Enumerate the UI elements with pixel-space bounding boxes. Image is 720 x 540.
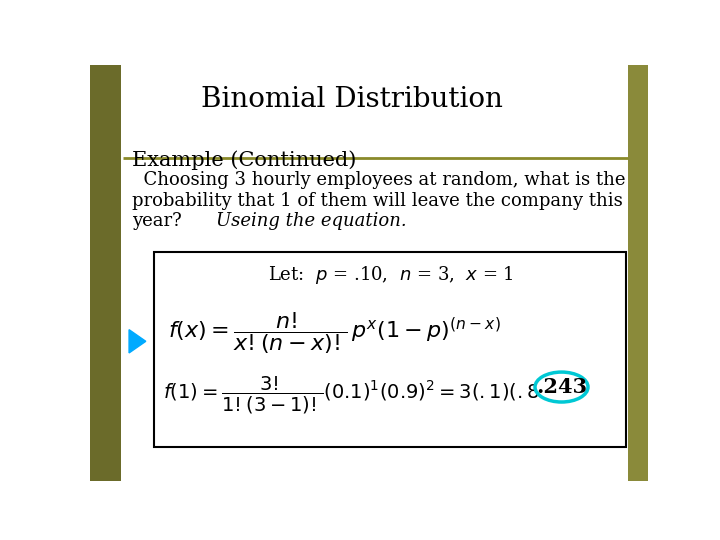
- Text: probability that 1 of them will leave the company this: probability that 1 of them will leave th…: [132, 192, 623, 210]
- Polygon shape: [129, 329, 145, 353]
- Text: Useing the equation.: Useing the equation.: [215, 212, 406, 231]
- Text: $f(x) = \dfrac{n!}{x!(n-x)!}\,p^{x}(1-p)^{(n-x)}$: $f(x) = \dfrac{n!}{x!(n-x)!}\,p^{x}(1-p)…: [168, 310, 501, 356]
- Text: Let:  $p$ = .10,  $n$ = 3,  $x$ = 1: Let: $p$ = .10, $n$ = 3, $x$ = 1: [269, 265, 514, 286]
- Text: Example (Continued): Example (Continued): [132, 150, 356, 170]
- FancyBboxPatch shape: [90, 65, 121, 481]
- Text: Binomial Distribution: Binomial Distribution: [202, 85, 503, 113]
- FancyBboxPatch shape: [629, 65, 648, 481]
- Text: Choosing 3 hourly employees at random, what is the: Choosing 3 hourly employees at random, w…: [132, 171, 626, 189]
- Text: $f(1) = \dfrac{3!}{1!(3-1)!}(0.1)^{1}(0.9)^{2} = 3(.1)(.81) = $: $f(1) = \dfrac{3!}{1!(3-1)!}(0.1)^{1}(0.…: [163, 375, 578, 416]
- Text: year?: year?: [132, 212, 222, 231]
- Text: .243: .243: [536, 377, 587, 397]
- Ellipse shape: [535, 372, 588, 402]
- FancyBboxPatch shape: [154, 252, 626, 447]
